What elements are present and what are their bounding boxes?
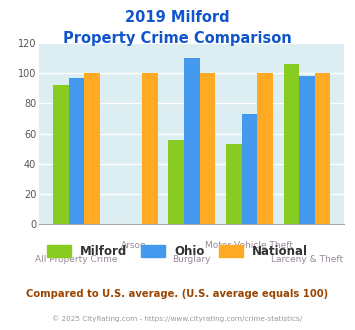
Bar bbox=[315, 73, 331, 224]
Bar bbox=[226, 144, 241, 224]
Bar bbox=[241, 114, 257, 224]
Bar bbox=[257, 73, 273, 224]
Bar bbox=[84, 73, 100, 224]
Text: © 2025 CityRating.com - https://www.cityrating.com/crime-statistics/: © 2025 CityRating.com - https://www.city… bbox=[53, 315, 302, 322]
Bar bbox=[53, 85, 69, 224]
Bar bbox=[69, 78, 84, 224]
Bar bbox=[284, 64, 299, 224]
Bar bbox=[142, 73, 158, 224]
Text: 2019 Milford: 2019 Milford bbox=[125, 10, 230, 25]
Legend: Milford, Ohio, National: Milford, Ohio, National bbox=[42, 241, 313, 263]
Bar bbox=[299, 76, 315, 224]
Bar bbox=[200, 73, 215, 224]
Text: Property Crime Comparison: Property Crime Comparison bbox=[63, 31, 292, 46]
Text: Motor Vehicle Theft: Motor Vehicle Theft bbox=[205, 241, 293, 250]
Bar bbox=[184, 58, 200, 224]
Text: Larceny & Theft: Larceny & Theft bbox=[271, 255, 343, 264]
Text: Arson: Arson bbox=[121, 241, 147, 250]
Text: Burglary: Burglary bbox=[173, 255, 211, 264]
Bar bbox=[168, 140, 184, 224]
Text: All Property Crime: All Property Crime bbox=[35, 255, 118, 264]
Text: Compared to U.S. average. (U.S. average equals 100): Compared to U.S. average. (U.S. average … bbox=[26, 289, 329, 299]
